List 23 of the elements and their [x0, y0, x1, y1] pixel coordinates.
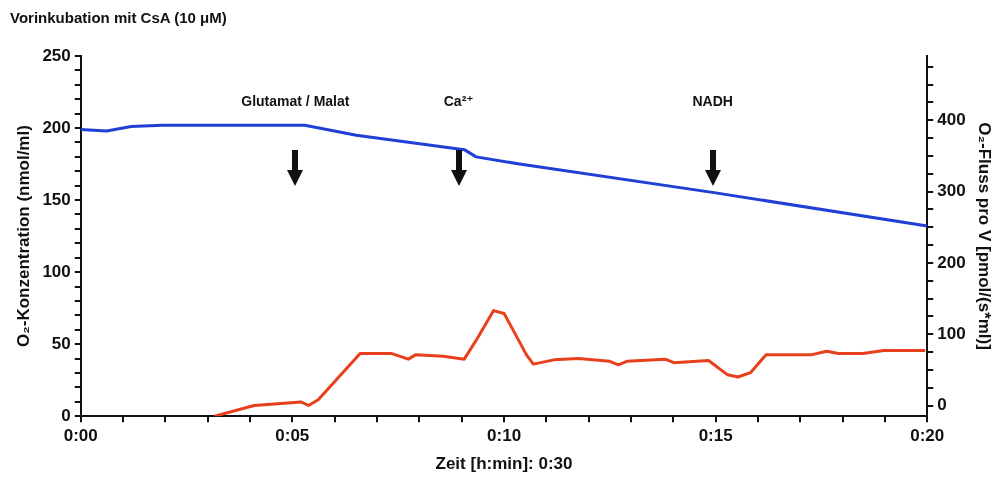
y-tick-label: 50 — [51, 333, 71, 353]
chart-title: Vorinkubation mit CsA (10 μM) — [10, 9, 227, 27]
y2-tick-label: 300 — [937, 181, 966, 201]
y-axis-title: O₂-Konzentration (nmol/ml) — [13, 125, 33, 348]
x-tick-label: 0:10 — [487, 426, 522, 446]
y2-tick-label: 200 — [937, 252, 966, 272]
y-tick-label: 250 — [42, 45, 71, 65]
x-axis-title: Zeit [h:min]: 0:30 — [435, 454, 573, 474]
y2-tick-label: 0 — [937, 395, 947, 415]
x-tick-label: 0:20 — [910, 426, 945, 446]
y-tick-label: 0 — [61, 405, 71, 425]
x-tick-label: 0:15 — [698, 426, 733, 446]
annotation: Ca²⁺ — [443, 92, 474, 109]
y2-axis-title: O₂-Fluss pro V [pmol/(s*ml)] — [975, 122, 995, 350]
annotation: Glutamat / Malat — [241, 92, 350, 109]
y-tick-label: 100 — [42, 261, 71, 281]
x-tick-label: 0:00 — [63, 426, 98, 446]
y2-tick-label: 400 — [937, 109, 966, 129]
x-tick-label: 0:05 — [275, 426, 310, 446]
annotation: NADH — [692, 92, 733, 109]
y2-tick-label: 100 — [937, 323, 966, 343]
y-tick-label: 200 — [42, 117, 71, 137]
y-tick-label: 150 — [42, 189, 71, 209]
